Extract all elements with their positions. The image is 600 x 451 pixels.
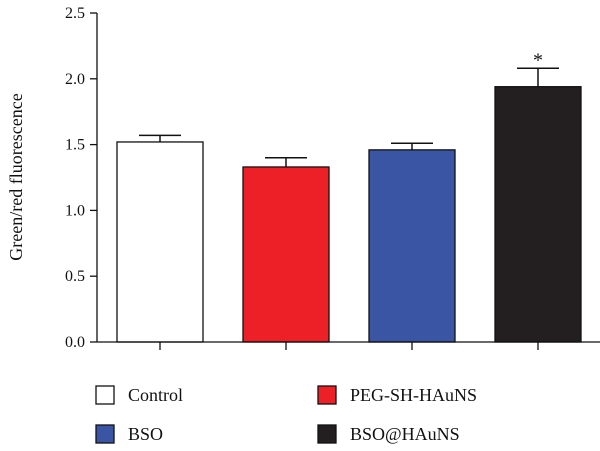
legend-label-bso-hauns: BSO@HAuNS (350, 424, 460, 444)
bar-control (116, 141, 204, 343)
bar-bso-hauns (494, 86, 582, 343)
legend-swatch-peg-sh-hauns (317, 385, 337, 405)
bars: * (116, 49, 582, 343)
legend-swatch-bso (95, 424, 115, 444)
legend-swatch-control (95, 385, 115, 405)
y-axis-label: Green/red fluorescence (6, 93, 26, 260)
y-tick-label: 2.5 (65, 5, 85, 22)
y-tick-label: 1.0 (65, 202, 85, 219)
y-tick-label: 0.0 (65, 334, 85, 351)
bar-peg-sh-hauns (242, 166, 330, 343)
y-tick-label: 0.5 (65, 268, 85, 285)
y-tick-label: 2.0 (65, 71, 85, 88)
y-axis-ticks: 0.0 0.5 1.0 1.5 2.0 2.5 (65, 5, 98, 351)
y-tick-label: 1.5 (65, 137, 85, 154)
x-axis (97, 341, 600, 350)
legend-label-peg-sh-hauns: PEG-SH-HAuNS (350, 385, 477, 405)
legend-label-control: Control (128, 385, 183, 405)
bar-bso (368, 149, 456, 343)
significance-marker: * (533, 49, 543, 71)
legend: Control PEG-SH-HAuNS BSO BSO@HAuNS (95, 385, 477, 444)
legend-swatch-bso-hauns (317, 424, 337, 444)
legend-label-bso: BSO (128, 424, 163, 444)
